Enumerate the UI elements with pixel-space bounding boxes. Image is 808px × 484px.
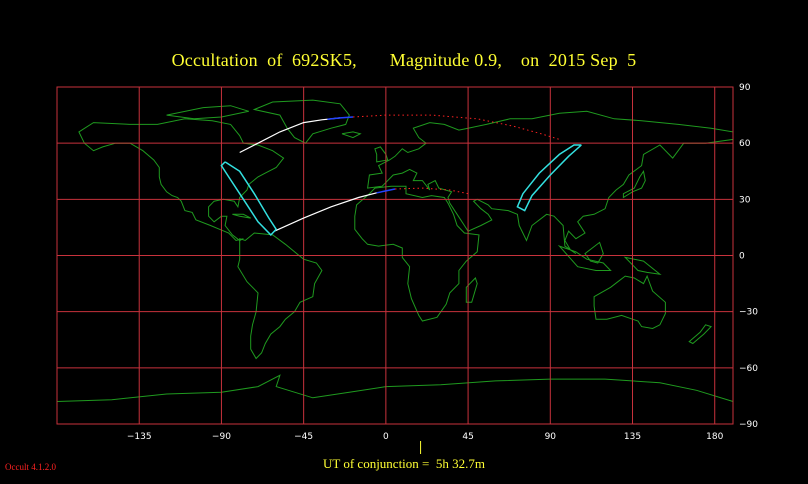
latitude-tick-labels: 90 60 30 0 −30 −60 −90 [739, 83, 758, 430]
longitude-tick-label: 135 [624, 432, 641, 442]
longitude-tick-label: 0 [383, 432, 389, 442]
latitude-tick-label: 0 [739, 252, 745, 262]
coastline-south-america [237, 232, 323, 360]
central-path-south-daylight [376, 188, 396, 194]
latitude-tick-label: −90 [739, 420, 758, 430]
longitude-tick-label: −45 [294, 432, 313, 442]
map-grid [56, 86, 734, 425]
central-path-north [239, 117, 341, 154]
coastline-australia [593, 274, 666, 330]
conjunction-time: UT of conjunction = 5h 32.7m [323, 456, 485, 471]
coastline-madagascar [465, 277, 478, 303]
coastline-new-guinea [623, 256, 662, 275]
coastline-north-america [78, 118, 285, 242]
latitude-tick-label: 30 [739, 195, 751, 205]
longitude-tick-label: −90 [212, 432, 231, 442]
coastline-antarctica [56, 374, 734, 402]
coastline-britain [374, 146, 389, 163]
longitude-tick-label: −135 [127, 432, 152, 442]
latitude-tick-label: 90 [739, 83, 751, 93]
central-path-north-daylight [327, 116, 354, 120]
page-title: Occultation of 692SK5, Magnitude 0.9, on… [171, 50, 637, 70]
limit-loop-west [220, 161, 278, 236]
coastline-iceland [341, 131, 362, 139]
coastline-borneo [584, 241, 604, 264]
longitude-tick-label: 90 [545, 432, 557, 442]
latitude-tick-label: 60 [739, 139, 751, 149]
software-version: Occult 4.1.2.0 [5, 462, 56, 472]
coastline-eurasia [367, 110, 734, 255]
path-south-dotted [394, 187, 469, 195]
coastline-new-zealand [688, 324, 713, 345]
path-north-dotted [352, 114, 560, 140]
latitude-tick-label: −60 [739, 364, 758, 374]
coastline-cuba [232, 213, 251, 219]
coastline-africa [354, 185, 480, 322]
coastline-greenland [252, 99, 350, 144]
coastline-indonesia [557, 245, 612, 271]
occultation-paths [220, 114, 582, 454]
limit-loop-east [516, 144, 582, 212]
latitude-tick-label: −30 [739, 308, 758, 318]
coastline-japan [622, 170, 646, 199]
longitude-tick-labels: −135 −90 −45 0 45 90 135 180 [127, 432, 724, 442]
longitude-tick-label: 45 [462, 432, 473, 442]
central-path-south [274, 192, 377, 232]
longitude-tick-label: 180 [706, 432, 723, 442]
coastlines [56, 99, 734, 402]
coastline-arctic-islands [166, 105, 249, 120]
